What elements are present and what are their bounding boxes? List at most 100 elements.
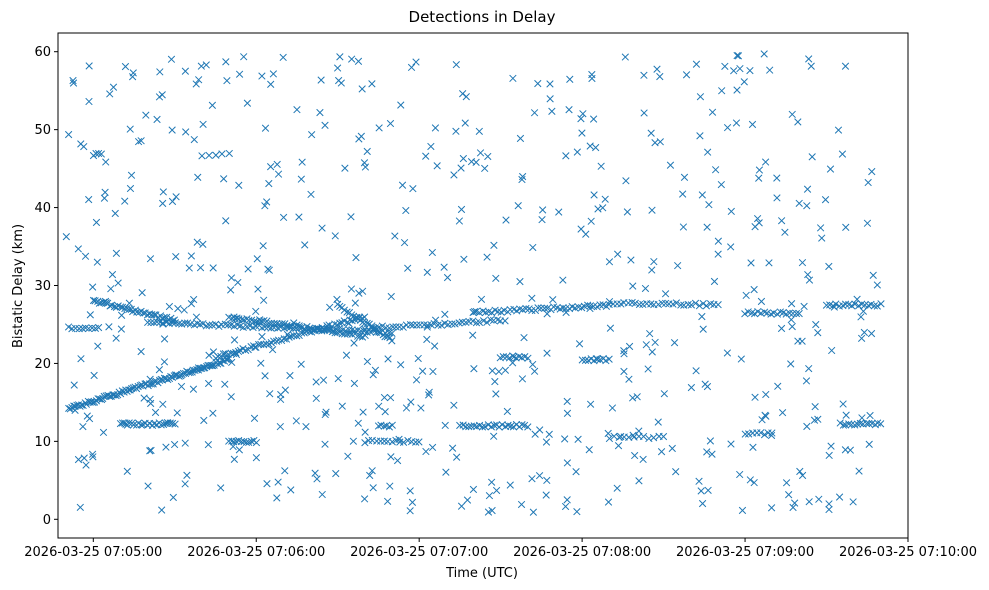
data-point xyxy=(196,264,205,272)
data-point xyxy=(243,99,252,107)
data-point xyxy=(75,325,83,333)
data-point xyxy=(776,308,785,316)
data-point xyxy=(261,124,270,132)
data-point xyxy=(631,451,639,460)
data-point xyxy=(375,124,383,132)
data-point xyxy=(448,444,457,452)
data-point xyxy=(193,238,201,246)
data-point xyxy=(77,355,85,363)
data-point xyxy=(477,295,486,304)
data-point xyxy=(755,166,764,174)
x-tick-label: 2026-03-25 07:07:00 xyxy=(350,545,488,560)
data-point xyxy=(181,319,189,327)
data-point xyxy=(387,292,395,301)
data-point xyxy=(462,93,470,101)
data-point xyxy=(227,286,235,294)
data-point xyxy=(755,219,763,227)
data-point xyxy=(97,150,106,158)
data-point xyxy=(732,119,741,127)
data-point xyxy=(187,300,196,308)
data-point xyxy=(125,305,133,314)
data-point xyxy=(613,484,621,492)
data-point xyxy=(102,158,110,166)
data-point xyxy=(151,408,160,417)
data-point xyxy=(90,371,98,380)
data-point xyxy=(698,499,707,508)
data-point xyxy=(684,300,692,309)
data-point xyxy=(795,199,803,208)
data-point xyxy=(788,110,796,119)
data-point xyxy=(204,379,213,388)
data-point xyxy=(696,132,704,140)
data-point xyxy=(717,180,725,189)
data-point xyxy=(428,248,436,257)
data-point xyxy=(816,224,825,232)
data-point xyxy=(288,322,296,331)
data-point xyxy=(592,143,600,152)
data-point xyxy=(129,421,138,429)
data-point xyxy=(142,111,150,119)
data-point xyxy=(159,400,167,408)
data-point xyxy=(670,339,679,347)
data-point xyxy=(542,491,550,499)
data-point xyxy=(183,471,191,479)
data-point xyxy=(629,431,637,439)
data-point xyxy=(297,329,306,337)
data-point xyxy=(260,296,268,304)
data-point xyxy=(751,393,759,401)
data-point xyxy=(481,164,489,173)
data-point xyxy=(88,283,97,291)
data-point xyxy=(433,162,441,170)
data-point xyxy=(836,419,844,427)
data-point xyxy=(668,444,676,453)
data-point xyxy=(460,255,468,263)
data-point xyxy=(193,319,202,328)
data-point xyxy=(606,324,615,332)
data-point xyxy=(858,414,866,422)
data-point xyxy=(404,264,412,272)
data-point xyxy=(528,306,536,315)
data-point xyxy=(136,381,144,390)
data-point xyxy=(69,76,77,85)
data-point xyxy=(361,163,370,171)
data-point xyxy=(828,346,836,355)
data-point xyxy=(714,300,722,309)
data-point xyxy=(461,119,469,127)
data-point xyxy=(383,497,392,506)
data-point xyxy=(155,93,164,101)
data-point xyxy=(423,335,431,344)
data-point xyxy=(235,181,243,189)
data-point xyxy=(586,142,594,150)
data-point xyxy=(488,506,496,515)
data-point xyxy=(121,62,130,71)
data-point xyxy=(742,291,750,300)
data-point xyxy=(345,319,353,328)
data-point xyxy=(265,179,273,188)
data-point xyxy=(137,421,145,429)
data-point xyxy=(727,207,735,216)
data-point xyxy=(549,295,557,304)
data-point xyxy=(181,480,189,488)
data-point xyxy=(360,495,369,503)
data-point xyxy=(168,197,177,206)
data-point xyxy=(361,439,369,447)
data-point xyxy=(117,325,126,333)
data-point xyxy=(167,55,176,63)
data-point xyxy=(789,309,797,318)
data-point xyxy=(125,299,134,307)
data-point xyxy=(62,233,70,241)
data-point xyxy=(608,404,617,412)
data-point xyxy=(146,255,155,263)
x-tick-label: 2026-03-25 07:06:00 xyxy=(187,545,325,560)
data-point xyxy=(625,342,634,351)
data-point xyxy=(194,173,202,181)
data-point xyxy=(344,452,352,460)
data-point xyxy=(112,334,120,342)
data-point xyxy=(195,76,203,84)
data-point xyxy=(85,97,93,106)
data-point xyxy=(562,308,570,317)
data-point xyxy=(118,303,127,311)
data-point xyxy=(146,395,154,404)
data-point xyxy=(198,152,206,160)
